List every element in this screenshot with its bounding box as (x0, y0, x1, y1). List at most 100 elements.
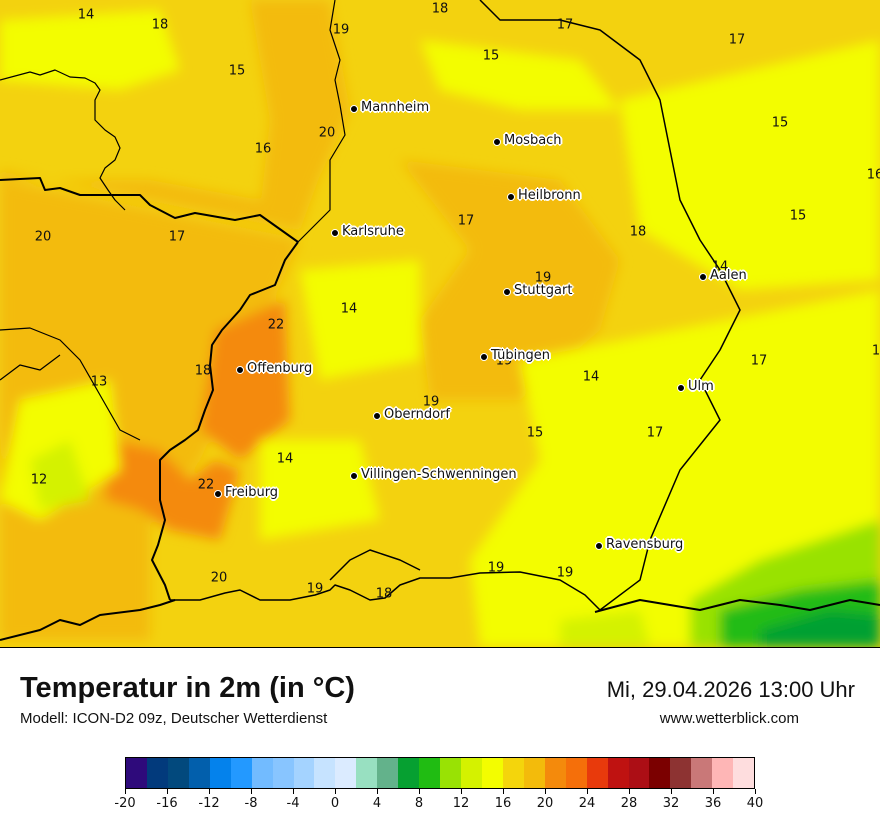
colorbar-segment (167, 758, 189, 788)
colorbar-tick-label: 40 (746, 796, 764, 811)
temperature-value: 15 (771, 115, 789, 131)
colorbar-tick-mark (208, 789, 210, 794)
colorbar-segment (440, 758, 461, 788)
city-dot-icon (492, 137, 501, 146)
colorbar-ticks: -20 -16 -12 -8 -4 0 4 8 12 16 20 24 28 32 36 40 (114, 789, 763, 819)
city-dot-icon (594, 541, 603, 550)
colorbar-tick-mark (502, 789, 504, 794)
temperature-value: 17 (556, 17, 574, 33)
temperature-value: 22 (197, 477, 215, 493)
city-name: Stuttgart (514, 283, 573, 298)
city-name: Karlsruhe (342, 224, 404, 239)
temperature-value: 16 (866, 167, 880, 183)
colorbar-tick-mark (250, 789, 252, 794)
colorbar-tick-mark (418, 789, 420, 794)
city-dot-icon (349, 471, 358, 480)
colorbar-tick-mark (628, 789, 630, 794)
colorbar-segment (733, 758, 755, 788)
city-dot-icon (698, 272, 707, 281)
colorbar-tick-label: 0 (330, 796, 340, 811)
colorbar-tick-label: 32 (662, 796, 680, 811)
temperature-value: 14 (77, 7, 95, 23)
city-dot-icon (330, 228, 339, 237)
temperature-value: 18 (629, 224, 647, 240)
colorbar-tick-label: 4 (372, 796, 382, 811)
colorbar-tick-mark (586, 789, 588, 794)
city-dot-icon (506, 192, 515, 201)
temperature-value: 17 (728, 32, 746, 48)
colorbar-tick-mark (754, 789, 756, 794)
colorbar-tick-label: -16 (156, 796, 178, 811)
temperature-value: 14 (276, 451, 294, 467)
colorbar-segment (251, 758, 273, 788)
colorbar-segment (293, 758, 315, 788)
temperature-value: 15 (789, 208, 807, 224)
colorbar-tick-label: 8 (414, 796, 424, 811)
colorbar-tick-label: 36 (704, 796, 722, 811)
city-name: Mosbach (504, 133, 562, 148)
city-name: Heilbronn (518, 188, 581, 203)
colorbar-segment (649, 758, 671, 788)
colorbar-segment (188, 758, 210, 788)
colorbar-segment (398, 758, 420, 788)
city-name: Mannheim (361, 100, 430, 115)
temperature-value: 20 (210, 570, 228, 586)
temperature-value: 22 (267, 317, 285, 333)
colorbar-segment (314, 758, 336, 788)
temperature-value: 20 (318, 125, 336, 141)
temperature-value: 17 (457, 213, 475, 229)
city-name: Freiburg (225, 485, 279, 500)
temperature-value: 19 (534, 270, 552, 286)
temperature-value: 17 (168, 229, 186, 245)
colorbar-segment (461, 758, 482, 788)
colorbar-tick-mark (670, 789, 672, 794)
colorbar-tick-mark (712, 789, 714, 794)
temperature-value: 19 (556, 565, 574, 581)
temperature-value: 16 (254, 141, 272, 157)
colorbar-segment (565, 758, 587, 788)
city-name: Villingen-Schwenningen (361, 467, 517, 482)
temperature-value: 19 (422, 394, 440, 410)
colorbar-tick-label: 24 (578, 796, 596, 811)
colorbar-segment (146, 758, 168, 788)
colorbar-segment (481, 758, 503, 788)
city-dot-icon (235, 365, 244, 374)
colorbar-segment (544, 758, 566, 788)
city-name: Offenburg (247, 361, 313, 376)
colorbar-tick-mark (376, 789, 378, 794)
city-name: Ulm (688, 379, 714, 394)
temperature-value: 17 (750, 353, 768, 369)
temperature-value: 14 (711, 259, 729, 275)
city-name: Tübingen (491, 348, 550, 363)
temperature-value: 15 (526, 425, 544, 441)
temperature-value: 19 (495, 353, 513, 369)
city-dot-icon (502, 287, 511, 296)
colorbar-tick-label: -12 (198, 796, 220, 811)
chart-title: Temperatur in 2m (in °C) (20, 672, 355, 704)
colorbar-tick-label: -8 (244, 796, 258, 811)
colorbar-segment (628, 758, 650, 788)
temperature-value: 15 (228, 63, 246, 79)
temperature-value: 18 (375, 586, 393, 602)
colorbar-tick-mark (460, 789, 462, 794)
colorbar-tick-mark (334, 789, 336, 794)
temperature-value: 19 (487, 560, 505, 576)
colorbar-segment (712, 758, 734, 788)
temperature-value: 18 (194, 363, 212, 379)
colorbar-tick-label: 20 (536, 796, 554, 811)
city-name: Oberndorf (384, 407, 450, 422)
colorbar-tick-mark (166, 789, 168, 794)
colorbar-tick-label: 12 (452, 796, 470, 811)
city-dot-icon (479, 352, 488, 361)
city-dot-icon (213, 489, 222, 498)
temperature-colorbar (125, 757, 755, 789)
temperature-value: 17 (646, 425, 664, 441)
colorbar-tick-mark (544, 789, 546, 794)
temperature-value: 13 (90, 374, 108, 390)
website-link[interactable]: www.wetterblick.com (659, 710, 799, 727)
temperature-value: 18 (151, 17, 169, 33)
colorbar-segment (691, 758, 713, 788)
temperature-value: 12 (30, 472, 48, 488)
colorbar-segment (356, 758, 378, 788)
temperature-value: 19 (306, 581, 324, 597)
